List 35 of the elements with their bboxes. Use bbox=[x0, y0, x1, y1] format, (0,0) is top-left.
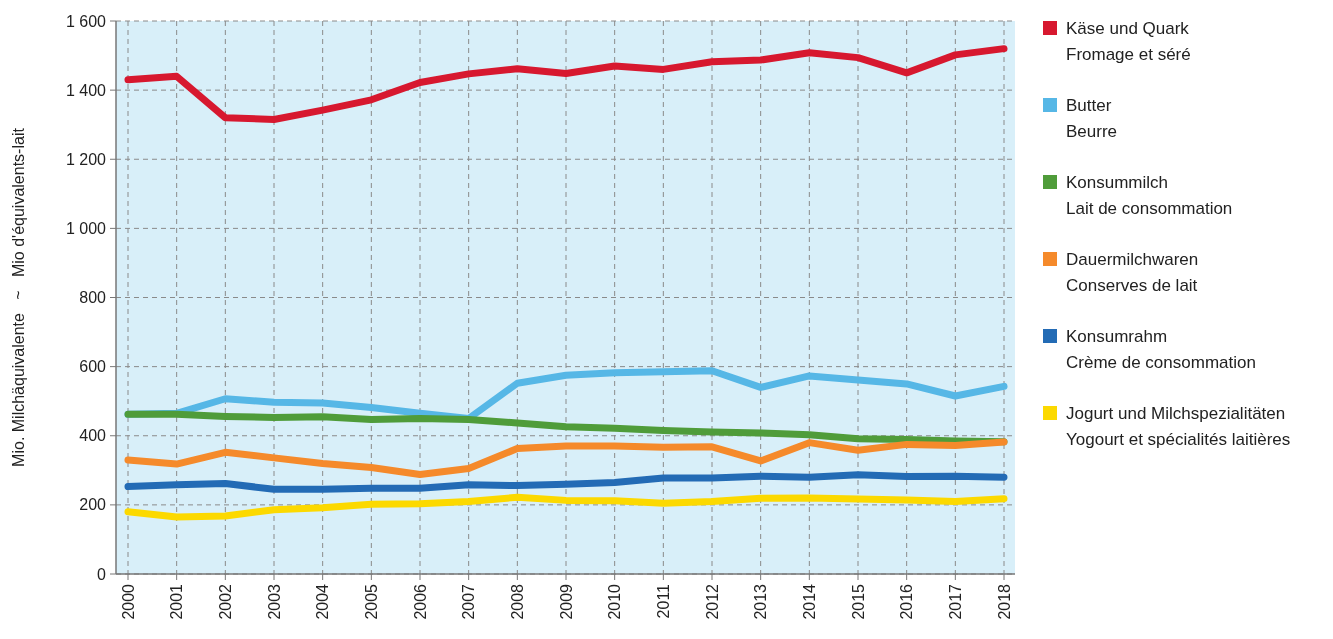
x-tick-label: 2008 bbox=[508, 583, 526, 620]
x-tick-label: 2017 bbox=[946, 583, 964, 620]
legend-label: Butter Beurre bbox=[1066, 96, 1118, 141]
y-tick-label: 1 400 bbox=[65, 81, 107, 99]
x-tick-label: 2007 bbox=[460, 583, 478, 620]
legend-label: Jogurt und Milchspezialitäten Yogourt et spécialités laitières bbox=[1066, 404, 1291, 449]
x-tick-label: 2014 bbox=[800, 583, 818, 620]
x-tick-label: 2006 bbox=[411, 583, 429, 620]
x-tick-label: 2001 bbox=[168, 583, 186, 620]
y-tick-label: 600 bbox=[79, 358, 107, 376]
legend-label: Dauermilchwaren Conserves de lait bbox=[1066, 250, 1199, 295]
x-tick-label: 2002 bbox=[216, 583, 234, 620]
x-tick-label: 2018 bbox=[995, 583, 1013, 620]
x-tick-label: 2009 bbox=[557, 583, 575, 620]
y-axis-title: Mio. Milchäquivalente ~ Mio d'équivalents-lait bbox=[10, 127, 27, 467]
legend-label: Konsumrahm Crème de consommation bbox=[1066, 327, 1256, 372]
y-tick-label: 1 000 bbox=[65, 219, 107, 237]
x-tick-label: 2004 bbox=[314, 583, 332, 620]
x-tick-label: 2013 bbox=[752, 583, 770, 620]
y-tick-label: 800 bbox=[79, 289, 107, 307]
x-tick-label: 2016 bbox=[898, 583, 916, 620]
y-tick-label: 0 bbox=[97, 565, 107, 583]
x-tick-label: 2000 bbox=[119, 583, 137, 620]
y-tick-label: 1 600 bbox=[65, 12, 107, 30]
x-tick-label: 2011 bbox=[654, 583, 672, 619]
x-tick-label: 2015 bbox=[849, 583, 867, 620]
x-tick-label: 2010 bbox=[606, 583, 624, 620]
x-tick-label: 2012 bbox=[703, 583, 721, 620]
legend-label: Konsummilch Lait de consommation bbox=[1066, 173, 1233, 218]
legend-label: Käse und Quark Fromage et séré bbox=[1066, 19, 1191, 64]
x-tick-label: 2005 bbox=[362, 583, 380, 620]
y-tick-label: 1 200 bbox=[65, 150, 107, 168]
y-tick-label: 200 bbox=[79, 496, 107, 514]
x-tick-label: 2003 bbox=[265, 583, 283, 620]
y-tick-label: 400 bbox=[79, 427, 107, 445]
